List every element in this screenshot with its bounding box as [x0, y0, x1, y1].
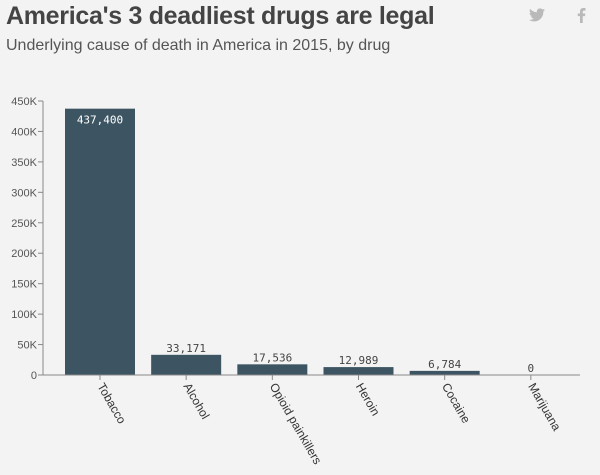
data-label: 12,989: [339, 354, 379, 367]
twitter-icon: [529, 8, 545, 22]
y-tick-label: 50K: [17, 340, 37, 352]
x-tick-label: Tobacco: [94, 381, 129, 427]
data-label: 17,536: [252, 351, 292, 364]
y-tick-label: 100K: [11, 309, 37, 321]
bars: 437,400 33,171 17,536 12,989 6,784 0: [65, 108, 535, 375]
y-tick-label: 200K: [11, 248, 37, 260]
bar-alcohol: [151, 354, 222, 375]
chart-subtitle: Underlying cause of death in America in …: [6, 37, 391, 54]
x-tick-label: Heroin: [353, 381, 383, 419]
data-label: 6,784: [428, 358, 461, 371]
y-axis: 0 50K 100K 150K 200K 250K 300K 350K 400K 450K: [11, 96, 44, 382]
y-tick-label: 0: [31, 370, 37, 382]
y-tick-label: 450K: [11, 96, 37, 108]
chart-title: America's 3 deadliest drugs are legal: [6, 2, 435, 30]
facebook-icon: [577, 7, 585, 23]
y-tick-label: 250K: [11, 218, 37, 230]
data-label: 33,171: [166, 342, 206, 355]
data-label: 437,400: [77, 114, 123, 127]
x-tick-label: Cocaine: [439, 381, 473, 426]
bar-tobacco: [65, 108, 135, 375]
y-tick-label: 300K: [11, 187, 37, 199]
facebook-share-button[interactable]: [572, 6, 590, 24]
x-tick-label: Marijuana: [525, 381, 564, 434]
twitter-share-button[interactable]: [528, 6, 546, 24]
data-label: 0: [528, 362, 535, 375]
bar-opioid-painkillers: [237, 364, 308, 375]
bar-heroin: [323, 367, 394, 375]
y-tick-label: 350K: [11, 157, 37, 169]
y-tick-label: 150K: [11, 279, 37, 291]
x-tick-label: Opioid painkillers: [267, 381, 325, 467]
bar-cocaine: [409, 370, 480, 375]
x-axis: Tobacco Alcohol Opioid painkillers Heroin Co…: [43, 374, 580, 467]
y-tick-label: 400K: [11, 126, 37, 138]
x-tick-label: Alcohol: [181, 381, 213, 422]
